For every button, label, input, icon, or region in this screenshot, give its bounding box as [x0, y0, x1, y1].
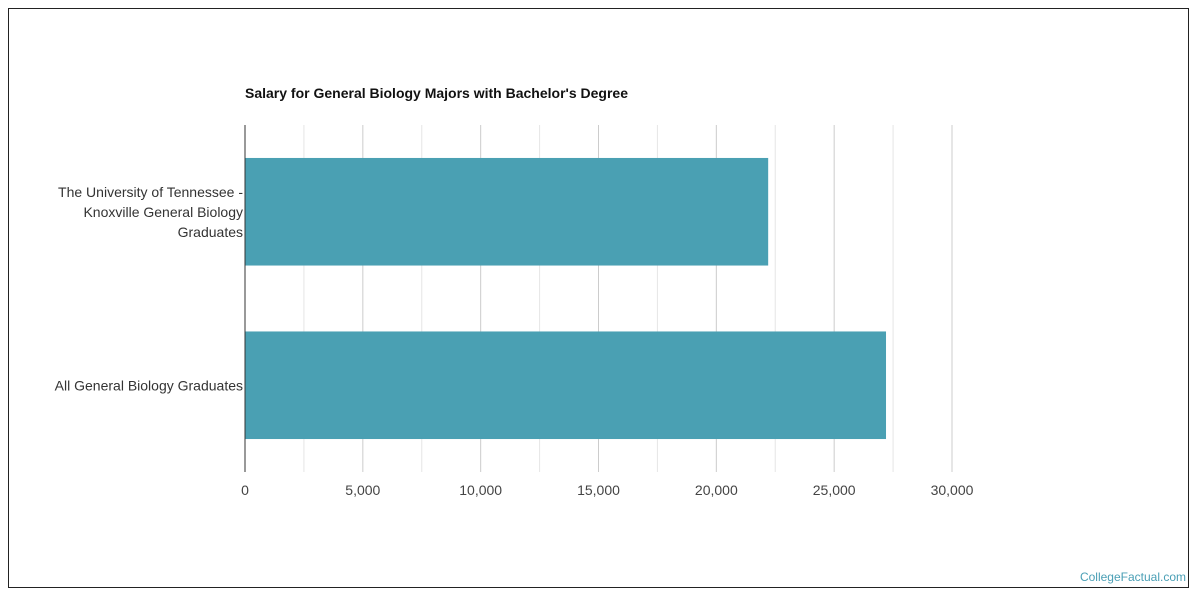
x-tick-label: 5,000 [345, 482, 380, 498]
category-label-line: Knoxville General Biology [83, 204, 243, 220]
x-tick-label: 0 [241, 482, 249, 498]
x-tick-label: 30,000 [931, 482, 974, 498]
bars [245, 157, 887, 440]
category-label-line: The University of Tennessee - [58, 184, 243, 200]
category-labels: The University of Tennessee - Knoxville G… [55, 184, 244, 394]
x-tick-label: 15,000 [577, 482, 620, 498]
watermark: CollegeFactual.com [1079, 570, 1186, 584]
bar-0 [245, 157, 769, 266]
bar-1 [245, 331, 887, 440]
category-label-0: The University of Tennessee - Knoxville G… [58, 184, 243, 240]
x-tick-labels: 0 5,000 10,000 15,000 20,000 25,000 30,000 [241, 482, 974, 498]
category-label-line: Graduates [178, 224, 243, 240]
x-tick-label: 20,000 [695, 482, 738, 498]
x-tick-label: 10,000 [459, 482, 502, 498]
category-label-1: All General Biology Graduates [55, 377, 243, 393]
chart-title: Salary for General Biology Majors with B… [245, 85, 629, 101]
category-label-line: All General Biology Graduates [55, 377, 243, 393]
x-tick-label: 25,000 [813, 482, 856, 498]
